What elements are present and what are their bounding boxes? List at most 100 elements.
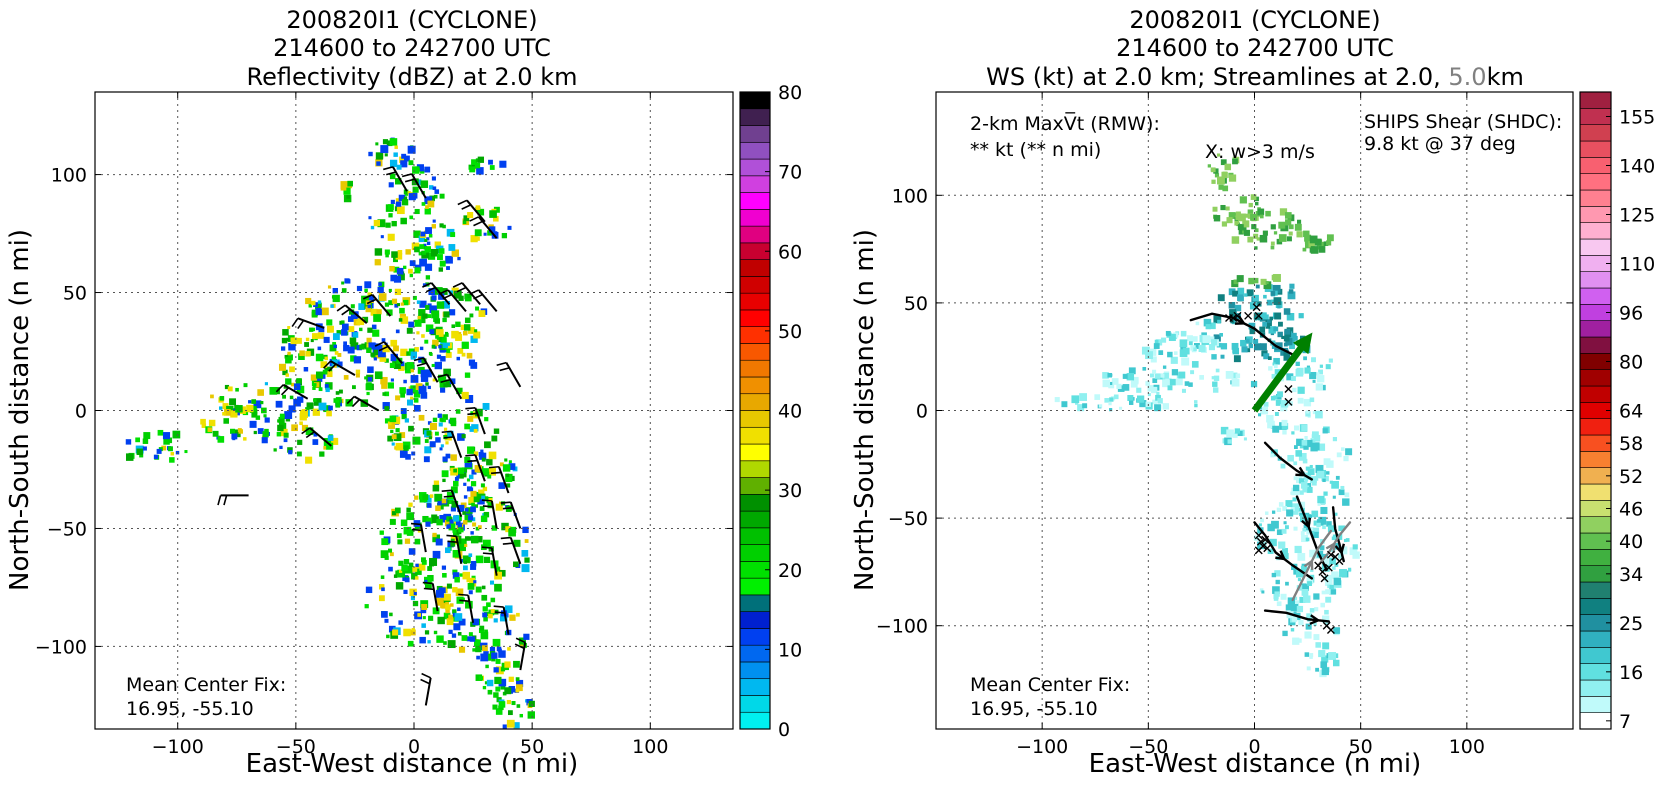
colorbar-segment [739, 175, 771, 193]
x-tick-label: 0 [1248, 736, 1260, 758]
updraft-mark [1229, 313, 1238, 322]
wind-barb [481, 546, 498, 576]
colorbar-segment [739, 125, 771, 143]
streamline [1295, 495, 1328, 571]
colorbar-segment [739, 108, 771, 126]
y-tick-label: 100 [892, 185, 928, 207]
x-tick-label: 50 [520, 736, 544, 758]
wind-barb [301, 427, 332, 447]
updraft-mark [1335, 557, 1344, 566]
right-y-axis-label: North-South distance (n mi) [850, 229, 880, 591]
x-tick-label: −100 [1016, 736, 1068, 758]
w-legend: X: w>3 m/s [1205, 141, 1315, 163]
y-tick-label: −50 [888, 508, 928, 530]
colorbar-segment [739, 141, 771, 160]
colorbar-segment [739, 661, 771, 680]
updraft-mark [1254, 546, 1263, 555]
left-center-fix-label: Mean Center Fix: [126, 674, 286, 696]
colorbar-segment [1579, 516, 1612, 534]
wind-barb [336, 304, 368, 324]
colorbar-segment [739, 544, 771, 562]
wind-barb [438, 289, 467, 313]
maxvt-value: ** kt (** n mi) [970, 139, 1101, 161]
colorbar-segment [1579, 630, 1612, 648]
colorbar-tick-label: 0 [778, 719, 790, 741]
colorbar-segment [739, 678, 771, 696]
wind-barb [346, 395, 380, 412]
colorbar-segment [739, 259, 771, 277]
shear-arrowhead [1292, 332, 1313, 355]
colorbar-segment [739, 309, 771, 327]
colorbar-segment [1579, 369, 1612, 387]
colorbar-tick-label: 7 [1619, 711, 1631, 733]
wind-barb [446, 534, 463, 565]
streamline [1263, 441, 1313, 481]
colorbar-segment [739, 393, 771, 411]
colorbar-segment [1579, 581, 1612, 599]
colorbar-segment [1579, 549, 1612, 566]
y-tick-label: −100 [35, 636, 87, 658]
colorbar-segment [739, 359, 771, 378]
colorbar-tick-label: 140 [1619, 156, 1654, 178]
colorbar-segment [1579, 320, 1612, 338]
left-x-axis-label: East-West distance (n mi) [246, 749, 579, 779]
wind-barb [458, 593, 475, 624]
right-center-fix-label: Mean Center Fix: [970, 674, 1130, 696]
colorbar-tick-label: 30 [778, 480, 802, 502]
colorbar-segment [739, 443, 771, 462]
y-tick-label: 50 [63, 283, 87, 305]
left-title-line-3: Reflectivity (dBZ) at 2.0 km [247, 63, 578, 91]
left-wind-barbs [217, 166, 527, 706]
updraft-mark [1326, 626, 1335, 635]
colorbar-segment [739, 225, 771, 244]
right-title-line-2: 214600 to 242700 UTC [1116, 34, 1394, 62]
colorbar-segment [1579, 124, 1612, 142]
colorbar-segment [1579, 287, 1612, 305]
colorbar-tick-label: 40 [1619, 531, 1643, 553]
right-title-line-1: 200820I1 (CYCLONE) [1129, 6, 1380, 34]
x-tick-label: −100 [152, 736, 204, 758]
right-axis-ticks: −100 −50 0 50 100 −100 −50 0 50 100 [876, 92, 1573, 758]
colorbar-tick-label: 80 [1619, 352, 1643, 374]
updraft-mark [1318, 567, 1327, 576]
x-tick-label: 0 [408, 736, 420, 758]
right-title-line-3: WS (kt) at 2.0 km; Streamlines at 2.0, 5… [986, 63, 1524, 91]
colorbar-segment [739, 326, 771, 344]
updraft-mark [1320, 574, 1329, 583]
colorbar-segment [1579, 140, 1612, 158]
updraft-mark [1254, 531, 1263, 540]
wind-barb [493, 605, 510, 635]
colorbar-tick-label: 10 [778, 639, 802, 661]
y-tick-label: −100 [876, 616, 928, 638]
updraft-mark [1233, 311, 1242, 320]
colorbar-segment [739, 695, 771, 713]
updraft-mark [1284, 384, 1293, 393]
updraft-mark [1263, 544, 1272, 553]
colorbar-tick-label: 25 [1619, 613, 1643, 635]
wind-barb [217, 494, 249, 506]
y-tick-label: 0 [916, 401, 928, 423]
right-title-highlight: 5.0 [1448, 63, 1486, 91]
streamline [1317, 521, 1352, 567]
colorbar-tick-label: 16 [1619, 662, 1643, 684]
wind-barb [291, 317, 325, 330]
colorbar-segment [1579, 451, 1612, 468]
updraft-mark [1254, 311, 1263, 320]
x-tick-label: 100 [1449, 736, 1485, 758]
wind-barb [437, 373, 463, 400]
reflectivity-panel: 200820I1 (CYCLONE) 214600 to 242700 UTC … [5, 6, 802, 779]
colorbar-segment [739, 292, 771, 311]
colorbar-tick-label: 20 [778, 560, 802, 582]
wind-barb [469, 216, 498, 239]
left-center-fix-value: 16.95, -55.10 [126, 698, 254, 720]
y-tick-label: 0 [75, 401, 87, 423]
right-title-prefix: WS (kt) at 2.0 km; Streamlines at 2.0, [986, 63, 1448, 91]
left-axis-ticks: −100 −50 0 50 100 −100 −50 0 50 100 [35, 92, 733, 758]
colorbar-segment [1579, 647, 1612, 664]
colorbar-tick-label: 46 [1619, 499, 1643, 521]
right-colorbar: 7 16 25 34 40 46 52 58 64 80 96 110 125 140 155 [1579, 91, 1654, 733]
wind-barb [500, 501, 522, 529]
colorbar-tick-label: 110 [1619, 254, 1654, 276]
colorbar-segment [739, 343, 771, 361]
wind-barb [420, 672, 432, 706]
